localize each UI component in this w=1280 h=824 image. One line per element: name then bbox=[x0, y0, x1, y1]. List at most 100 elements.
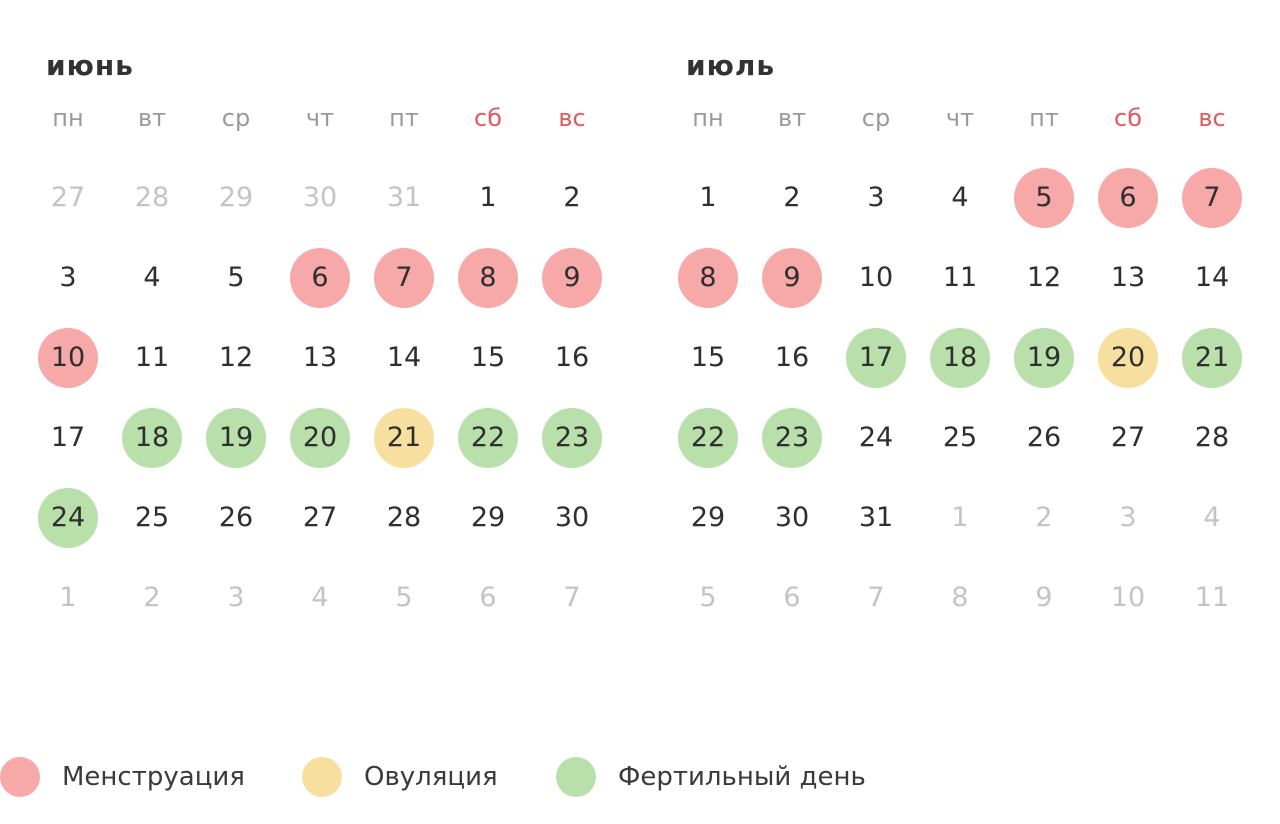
day-cell[interactable]: 16 bbox=[530, 318, 614, 398]
day-cell[interactable]: 15 bbox=[446, 318, 530, 398]
day-cell-other-month[interactable]: 3 bbox=[194, 558, 278, 638]
day-cell[interactable]: 28 bbox=[1170, 398, 1254, 478]
day-cell-other-month[interactable]: 1 bbox=[918, 478, 1002, 558]
day-cell-fertile[interactable]: 19 bbox=[1002, 318, 1086, 398]
day-cell[interactable]: 11 bbox=[918, 238, 1002, 318]
day-cell-other-month[interactable]: 6 bbox=[446, 558, 530, 638]
day-cell[interactable]: 4 bbox=[110, 238, 194, 318]
day-cell[interactable]: 25 bbox=[110, 478, 194, 558]
day-cell-menstruation[interactable]: 9 bbox=[750, 238, 834, 318]
day-cell-other-month[interactable]: 9 bbox=[1002, 558, 1086, 638]
day-cell-other-month[interactable]: 10 bbox=[1086, 558, 1170, 638]
day-cell[interactable]: 12 bbox=[194, 318, 278, 398]
day-number: 18 bbox=[942, 342, 978, 373]
menstruation-marker bbox=[374, 248, 434, 308]
day-cell-fertile[interactable]: 22 bbox=[666, 398, 750, 478]
weekday-label: сб bbox=[1114, 104, 1142, 132]
day-cell[interactable]: 15 bbox=[666, 318, 750, 398]
weekday-label: пн bbox=[52, 104, 84, 132]
day-cell-other-month[interactable]: 5 bbox=[362, 558, 446, 638]
day-cell[interactable]: 13 bbox=[278, 318, 362, 398]
day-cell[interactable]: 30 bbox=[750, 478, 834, 558]
day-cell-other-month[interactable]: 29 bbox=[194, 158, 278, 238]
day-cell[interactable]: 24 bbox=[834, 398, 918, 478]
day-cell-ovulation[interactable]: 21 bbox=[362, 398, 446, 478]
day-cell-menstruation[interactable]: 7 bbox=[1170, 158, 1254, 238]
day-cell-other-month[interactable]: 2 bbox=[110, 558, 194, 638]
day-cell[interactable]: 25 bbox=[918, 398, 1002, 478]
day-cell[interactable]: 13 bbox=[1086, 238, 1170, 318]
day-cell[interactable]: 30 bbox=[530, 478, 614, 558]
menstruation-marker bbox=[290, 248, 350, 308]
day-cell-other-month[interactable]: 11 bbox=[1170, 558, 1254, 638]
day-cell[interactable]: 11 bbox=[110, 318, 194, 398]
day-cell[interactable]: 14 bbox=[362, 318, 446, 398]
menstruation-marker bbox=[1098, 168, 1158, 228]
day-cell[interactable]: 14 bbox=[1170, 238, 1254, 318]
day-cell-fertile[interactable]: 22 bbox=[446, 398, 530, 478]
day-cell[interactable]: 3 bbox=[834, 158, 918, 238]
day-cell-other-month[interactable]: 2 bbox=[1002, 478, 1086, 558]
day-cell-other-month[interactable]: 6 bbox=[750, 558, 834, 638]
day-cell-menstruation[interactable]: 10 bbox=[26, 318, 110, 398]
day-cell[interactable]: 16 bbox=[750, 318, 834, 398]
day-cell-menstruation[interactable]: 7 bbox=[362, 238, 446, 318]
day-number: 28 bbox=[386, 502, 422, 533]
day-cell[interactable]: 17 bbox=[26, 398, 110, 478]
day-number: 7 bbox=[1203, 182, 1221, 213]
day-cell-fertile[interactable]: 18 bbox=[110, 398, 194, 478]
day-cell-other-month[interactable]: 3 bbox=[1086, 478, 1170, 558]
day-cell[interactable]: 4 bbox=[918, 158, 1002, 238]
day-cell-fertile[interactable]: 23 bbox=[750, 398, 834, 478]
day-cell-fertile[interactable]: 23 bbox=[530, 398, 614, 478]
day-cell[interactable]: 27 bbox=[278, 478, 362, 558]
weekday-label: ср bbox=[861, 104, 891, 132]
day-cell-other-month[interactable]: 31 bbox=[362, 158, 446, 238]
day-cell-menstruation[interactable]: 8 bbox=[446, 238, 530, 318]
day-cell[interactable]: 2 bbox=[750, 158, 834, 238]
day-cell-fertile[interactable]: 19 bbox=[194, 398, 278, 478]
day-number: 3 bbox=[867, 182, 885, 213]
day-cell-fertile[interactable]: 24 bbox=[26, 478, 110, 558]
day-cell[interactable]: 5 bbox=[194, 238, 278, 318]
day-cell-other-month[interactable]: 4 bbox=[1170, 478, 1254, 558]
day-cell[interactable]: 31 bbox=[834, 478, 918, 558]
day-cell[interactable]: 10 bbox=[834, 238, 918, 318]
day-cell[interactable]: 29 bbox=[666, 478, 750, 558]
day-cell-menstruation[interactable]: 5 bbox=[1002, 158, 1086, 238]
day-cell-other-month[interactable]: 8 bbox=[918, 558, 1002, 638]
day-cell-other-month[interactable]: 7 bbox=[530, 558, 614, 638]
day-cell-other-month[interactable]: 30 bbox=[278, 158, 362, 238]
day-cell-menstruation[interactable]: 6 bbox=[1086, 158, 1170, 238]
fertile-marker bbox=[846, 328, 906, 388]
day-cell[interactable]: 12 bbox=[1002, 238, 1086, 318]
day-cell-other-month[interactable]: 4 bbox=[278, 558, 362, 638]
day-cell[interactable]: 2 bbox=[530, 158, 614, 238]
day-cell-other-month[interactable]: 28 bbox=[110, 158, 194, 238]
day-cell[interactable]: 26 bbox=[1002, 398, 1086, 478]
day-cell[interactable]: 27 bbox=[1086, 398, 1170, 478]
day-cell-other-month[interactable]: 27 bbox=[26, 158, 110, 238]
day-number: 24 bbox=[50, 502, 86, 533]
day-cell[interactable]: 26 bbox=[194, 478, 278, 558]
day-cell-fertile[interactable]: 21 bbox=[1170, 318, 1254, 398]
day-cell-other-month[interactable]: 5 bbox=[666, 558, 750, 638]
day-cell-menstruation[interactable]: 9 bbox=[530, 238, 614, 318]
day-cell-fertile[interactable]: 18 bbox=[918, 318, 1002, 398]
day-cell[interactable]: 1 bbox=[666, 158, 750, 238]
day-cell-other-month[interactable]: 1 bbox=[26, 558, 110, 638]
day-cell-other-month[interactable]: 7 bbox=[834, 558, 918, 638]
day-number: 20 bbox=[302, 422, 338, 453]
day-cell[interactable]: 1 bbox=[446, 158, 530, 238]
day-cell-fertile[interactable]: 17 bbox=[834, 318, 918, 398]
day-number: 9 bbox=[783, 262, 801, 293]
day-cell-menstruation[interactable]: 8 bbox=[666, 238, 750, 318]
day-cell-fertile[interactable]: 20 bbox=[278, 398, 362, 478]
day-cell[interactable]: 3 bbox=[26, 238, 110, 318]
day-cell-ovulation[interactable]: 20 bbox=[1086, 318, 1170, 398]
day-cell-menstruation[interactable]: 6 bbox=[278, 238, 362, 318]
day-cell[interactable]: 29 bbox=[446, 478, 530, 558]
day-cell[interactable]: 28 bbox=[362, 478, 446, 558]
day-number: 19 bbox=[218, 422, 254, 453]
fertile-marker bbox=[1182, 328, 1242, 388]
